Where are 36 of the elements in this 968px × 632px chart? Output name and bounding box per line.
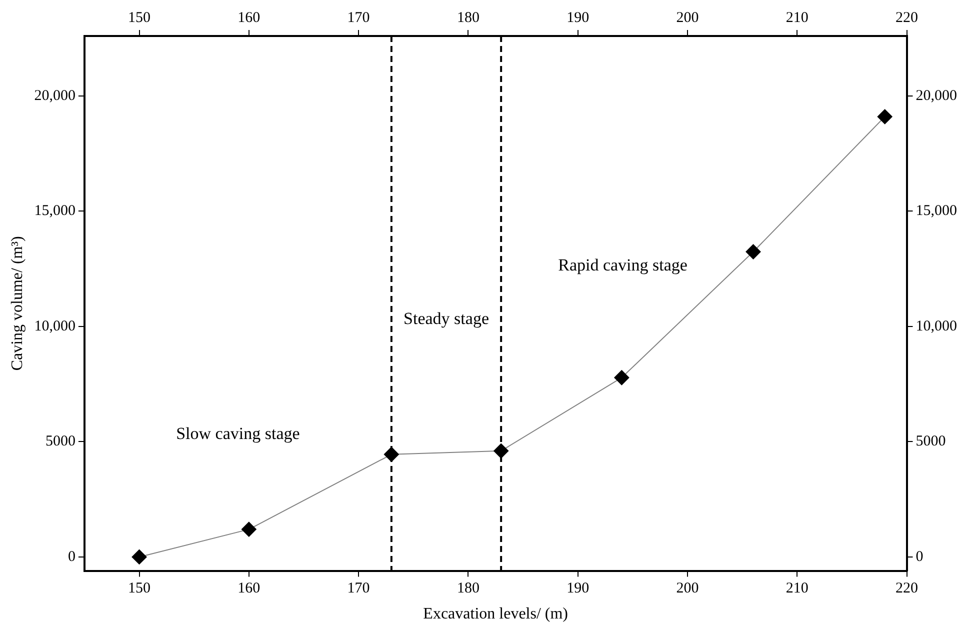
y2-tick-label: 5000	[916, 434, 946, 450]
x2-tick-label: 150	[128, 10, 151, 26]
x-tick-label: 180	[456, 580, 480, 597]
y-tick-label: 20,000	[34, 88, 76, 104]
y-axis-title: Caving volume/ (m³)	[8, 236, 26, 371]
x2-tick-label: 190	[566, 10, 590, 26]
annotation: Steady stage	[404, 308, 489, 328]
x2-tick-label: 170	[347, 10, 370, 26]
point	[877, 109, 892, 124]
x-tick-label: 150	[128, 580, 151, 597]
x2-tick-label: 200	[676, 10, 699, 26]
point	[746, 244, 761, 260]
x-tick-label: 220	[896, 580, 918, 597]
y2-tick-label: 0	[916, 548, 924, 565]
point	[614, 370, 630, 386]
y-tick-label: 15,000	[34, 203, 76, 220]
x2-tick-label: 160	[238, 10, 260, 26]
point	[241, 522, 256, 537]
y2-tick-label: 20,000	[916, 88, 957, 104]
x2-tick-label: 220	[896, 10, 918, 26]
annotation: Rapid caving stage	[558, 255, 688, 274]
y2-tick-label: 15,000	[916, 203, 957, 220]
y-tick-label: 0	[68, 548, 76, 565]
point	[132, 549, 147, 564]
y-tick-label: 5000	[45, 434, 76, 450]
x-tick-label: 210	[786, 580, 808, 597]
x2-tick-label: 180	[456, 10, 480, 26]
annotation: Slow caving stage	[176, 424, 300, 443]
x-axis-title: Excavation levels/ (m)	[423, 606, 568, 623]
x2-tick-label: 210	[786, 10, 808, 26]
x-tick-label: 190	[566, 580, 590, 597]
x-tick-label: 200	[676, 580, 699, 597]
y-tick-label: 10,000	[34, 318, 76, 334]
y2-tick-label: 10,000	[916, 318, 957, 334]
x-tick-label: 160	[238, 580, 260, 597]
x-tick-label: 170	[347, 580, 370, 597]
